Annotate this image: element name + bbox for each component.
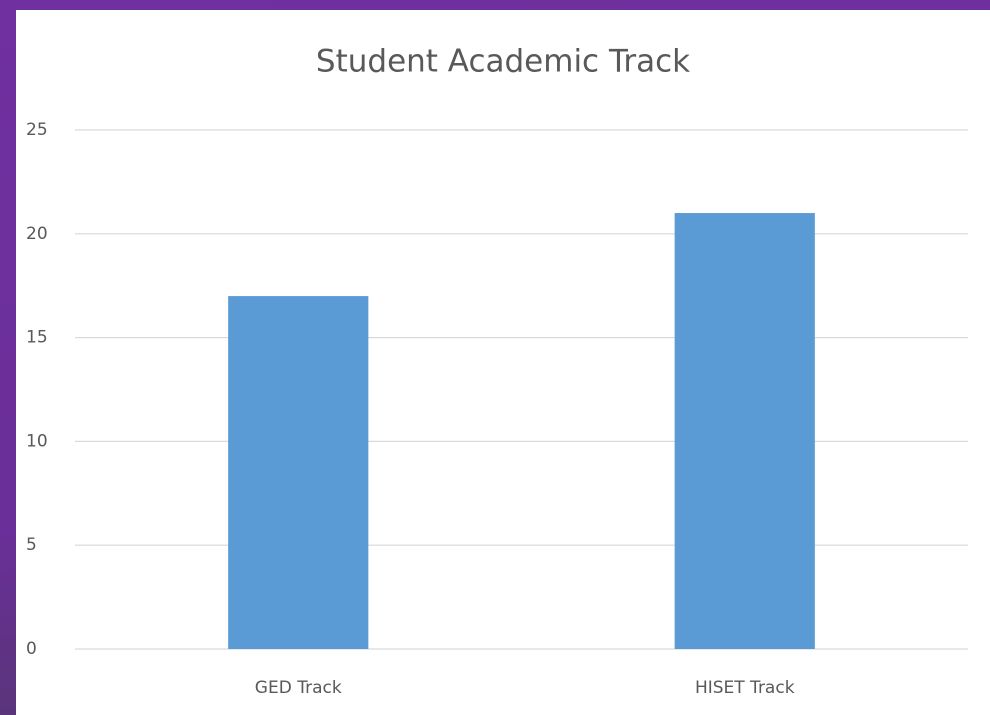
y-tick-label: 0 [26,639,37,659]
x-tick-label: GED Track [255,678,342,698]
bar [674,213,815,650]
y-tick-label: 10 [26,431,48,451]
bar [228,296,369,649]
chart-title: Student Academic Track [316,44,690,80]
x-tick-label: HISET Track [695,678,795,698]
y-tick-label: 25 [26,120,48,140]
y-tick-label: 5 [26,535,37,555]
y-tick-label: 15 [26,328,48,348]
y-tick-label: 20 [26,224,48,244]
chart: Student Academic Track 0 5 10 15 20 25 GED Tra… [16,10,990,715]
